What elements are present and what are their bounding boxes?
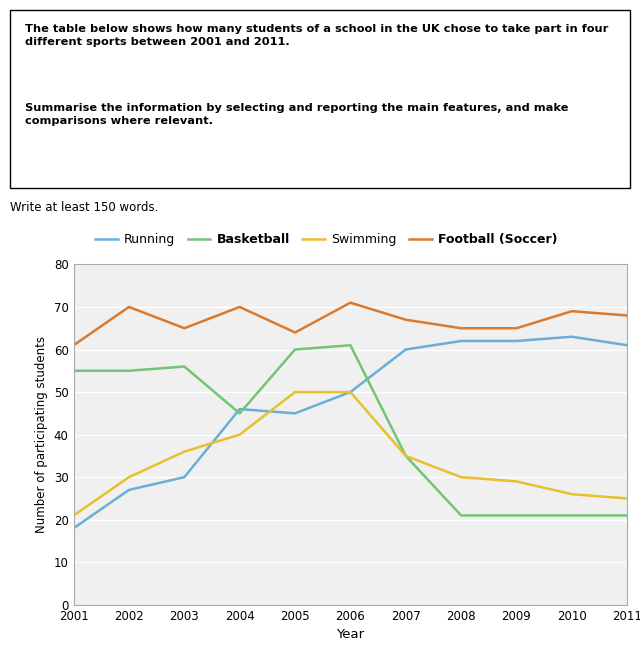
Y-axis label: Number of participating students: Number of participating students	[35, 336, 48, 533]
Text: Write at least 150 words.: Write at least 150 words.	[10, 201, 158, 214]
Text: Summarise the information by selecting and reporting the main features, and make: Summarise the information by selecting a…	[25, 102, 568, 126]
X-axis label: Year: Year	[337, 628, 364, 641]
Text: The table below shows how many students of a school in the UK chose to take part: The table below shows how many students …	[25, 24, 609, 48]
FancyBboxPatch shape	[10, 10, 630, 188]
Legend: Running, Basketball, Swimming, Football (Soccer): Running, Basketball, Swimming, Football …	[90, 228, 563, 251]
